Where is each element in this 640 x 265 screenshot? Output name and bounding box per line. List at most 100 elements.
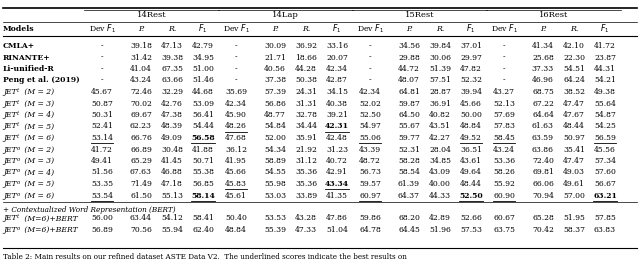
Text: 53.54: 53.54 xyxy=(91,192,113,200)
Text: 58.45: 58.45 xyxy=(493,134,515,142)
Text: 56.41: 56.41 xyxy=(192,111,214,119)
Text: t: t xyxy=(17,88,19,93)
Text: 46.88: 46.88 xyxy=(161,169,183,176)
Text: 44.31: 44.31 xyxy=(594,65,616,73)
Text: 37.01: 37.01 xyxy=(460,42,482,50)
Text: 48.72: 48.72 xyxy=(359,157,381,165)
Text: 30.09: 30.09 xyxy=(264,42,286,50)
Text: Dev $F_1$: Dev $F_1$ xyxy=(356,23,383,35)
Text: 52.50: 52.50 xyxy=(459,192,483,200)
Text: -: - xyxy=(502,65,506,73)
Text: 56.73: 56.73 xyxy=(359,169,381,176)
Text: 33.89: 33.89 xyxy=(295,192,317,200)
Text: t: t xyxy=(17,122,19,127)
Text: 42.79: 42.79 xyxy=(192,42,214,50)
Text: 44.33: 44.33 xyxy=(429,192,451,200)
Text: t: t xyxy=(17,111,19,116)
Text: 64.37: 64.37 xyxy=(398,192,420,200)
Text: 42.76: 42.76 xyxy=(161,99,183,108)
Text: 37.33: 37.33 xyxy=(532,65,554,73)
Text: 56.85: 56.85 xyxy=(192,180,214,188)
Text: CMLA+: CMLA+ xyxy=(3,42,35,50)
Text: 50.87: 50.87 xyxy=(91,99,113,108)
Text: 29.88: 29.88 xyxy=(398,54,420,61)
Text: 38.52: 38.52 xyxy=(563,88,585,96)
Text: -: - xyxy=(369,65,371,73)
Text: 45.83: 45.83 xyxy=(225,180,247,188)
Text: (M = 4): (M = 4) xyxy=(22,169,54,176)
Text: 42.87: 42.87 xyxy=(326,77,348,85)
Text: 45.90: 45.90 xyxy=(225,111,247,119)
Text: Table 2: Main results on our refined dataset ASTE Data V2.  The underlined score: Table 2: Main results on our refined dat… xyxy=(3,253,407,261)
Text: 52.41: 52.41 xyxy=(91,122,113,130)
Text: 48.84: 48.84 xyxy=(460,122,482,130)
Text: 30.06: 30.06 xyxy=(429,54,451,61)
Text: 67.63: 67.63 xyxy=(130,169,152,176)
Text: 21.92: 21.92 xyxy=(295,145,317,153)
Text: 52.32: 52.32 xyxy=(460,77,482,85)
Text: JET: JET xyxy=(3,88,17,96)
Text: 66.06: 66.06 xyxy=(532,180,554,188)
Text: 14Lap: 14Lap xyxy=(272,11,299,19)
Text: 51.56: 51.56 xyxy=(91,169,113,176)
Text: 51.39: 51.39 xyxy=(429,65,451,73)
Text: 43.27: 43.27 xyxy=(493,88,515,96)
Text: JET: JET xyxy=(3,134,17,142)
Text: 31.12: 31.12 xyxy=(295,157,317,165)
Text: JET: JET xyxy=(3,214,17,223)
Text: -: - xyxy=(369,77,371,85)
Text: 42.89: 42.89 xyxy=(429,214,451,223)
Text: 56.86: 56.86 xyxy=(264,99,286,108)
Text: 45.61: 45.61 xyxy=(225,192,247,200)
Text: 49.38: 49.38 xyxy=(594,88,616,96)
Text: (M = 2): (M = 2) xyxy=(22,88,54,96)
Text: 56.00: 56.00 xyxy=(91,214,113,223)
Text: 47.47: 47.47 xyxy=(563,99,585,108)
Text: 42.27: 42.27 xyxy=(429,134,451,142)
Text: 41.72: 41.72 xyxy=(91,145,113,153)
Text: $F_1$: $F_1$ xyxy=(198,23,207,35)
Text: 52.02: 52.02 xyxy=(359,99,381,108)
Text: 39.94: 39.94 xyxy=(460,88,482,96)
Text: o: o xyxy=(17,226,20,231)
Text: 49.03: 49.03 xyxy=(563,169,585,176)
Text: 36.12: 36.12 xyxy=(225,145,247,153)
Text: 70.42: 70.42 xyxy=(532,226,554,234)
Text: Dev $F_1$: Dev $F_1$ xyxy=(490,23,518,35)
Text: 47.33: 47.33 xyxy=(295,226,317,234)
Text: 54.12: 54.12 xyxy=(161,214,183,223)
Text: 60.90: 60.90 xyxy=(493,192,515,200)
Text: 48.77: 48.77 xyxy=(264,111,286,119)
Text: 41.34: 41.34 xyxy=(532,42,554,50)
Text: -: - xyxy=(235,54,237,61)
Text: 68.20: 68.20 xyxy=(398,214,420,223)
Text: P.: P. xyxy=(540,25,546,33)
Text: 57.51: 57.51 xyxy=(429,77,451,85)
Text: 54.84: 54.84 xyxy=(264,122,286,130)
Text: 52.13: 52.13 xyxy=(493,99,515,108)
Text: 31.42: 31.42 xyxy=(130,54,152,61)
Text: 43.34: 43.34 xyxy=(325,180,349,188)
Text: -: - xyxy=(235,42,237,50)
Text: 51.00: 51.00 xyxy=(192,65,214,73)
Text: 40.00: 40.00 xyxy=(429,180,451,188)
Text: 63.21: 63.21 xyxy=(593,192,617,200)
Text: 28.87: 28.87 xyxy=(429,88,451,96)
Text: -: - xyxy=(235,77,237,85)
Text: 68.75: 68.75 xyxy=(532,88,554,96)
Text: 57.85: 57.85 xyxy=(594,214,616,223)
Text: 64.81: 64.81 xyxy=(398,88,420,96)
Text: t: t xyxy=(17,134,19,139)
Text: 50.31: 50.31 xyxy=(91,111,113,119)
Text: 57.60: 57.60 xyxy=(594,169,616,176)
Text: Peng et al. (2019): Peng et al. (2019) xyxy=(3,77,80,85)
Text: 57.39: 57.39 xyxy=(264,88,286,96)
Text: 57.53: 57.53 xyxy=(460,226,482,234)
Text: 40.82: 40.82 xyxy=(429,111,451,119)
Text: 51.46: 51.46 xyxy=(192,77,214,85)
Text: 41.35: 41.35 xyxy=(326,192,348,200)
Text: 58.14: 58.14 xyxy=(191,192,215,200)
Text: 64.64: 64.64 xyxy=(532,111,554,119)
Text: 55.39: 55.39 xyxy=(264,226,286,234)
Text: 33.16: 33.16 xyxy=(326,42,348,50)
